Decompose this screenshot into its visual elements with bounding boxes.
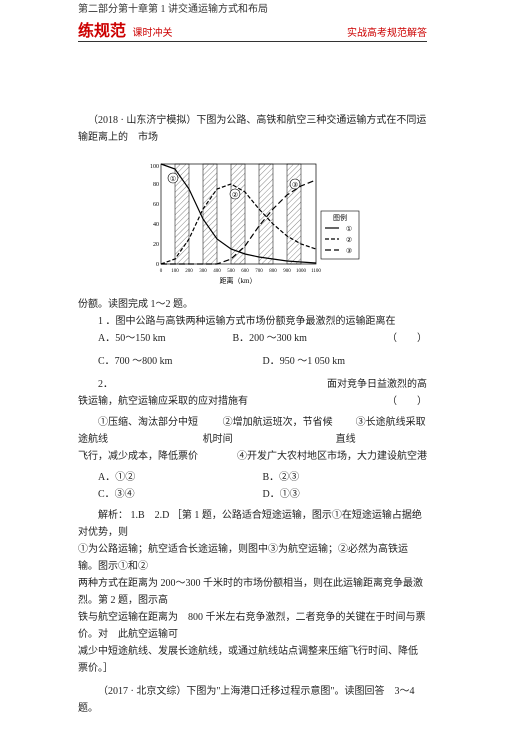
market-share-chart: 0 20 40 60 80 100 0 100 200 300 400 500 … [143, 156, 363, 286]
svg-text:③: ③ [345, 247, 351, 255]
q1-intro: （2018 · 山东济宁模拟）下图为公路、高铁和航空三种交通运输方式在不同运输距… [78, 112, 427, 146]
question-block: （2018 · 山东济宁模拟）下图为公路、高铁和航空三种交通运输方式在不同运输距… [78, 112, 427, 717]
explain-l4: 铁与航空运输在距离为 800 千米左右竞争激烈，二者竞争的关键在于时间与票价。对… [78, 609, 427, 643]
svg-text:60: 60 [153, 202, 159, 208]
svg-text:300: 300 [199, 269, 207, 274]
q2-ans-d: D．①③ [263, 486, 428, 503]
q1-paren: （ ） [367, 330, 427, 347]
svg-text:0: 0 [156, 262, 159, 268]
title-right: 实战高考规范解答 [347, 24, 427, 39]
svg-text:80: 80 [153, 182, 159, 188]
svg-text:③: ③ [291, 181, 297, 189]
svg-text:②: ② [231, 191, 237, 199]
q2-opt3: ③长途航线采取直线 [336, 414, 427, 448]
svg-text:②: ② [345, 236, 351, 244]
svg-text:800: 800 [269, 269, 277, 274]
title-row: 练规范 课时冲关 实战高考规范解答 [78, 17, 427, 42]
svg-text:0: 0 [159, 269, 162, 274]
svg-text:①: ① [345, 225, 351, 233]
svg-text:①: ① [169, 175, 175, 183]
svg-text:600: 600 [241, 269, 249, 274]
after-chart-text: 份额。读图完成 1～2 题。 [78, 296, 427, 313]
q1-opt-c: C．700 ～800 km [98, 353, 263, 370]
q3-intro: （2017 · 北京文综）下图为"上海港口迁移过程示意图"。读图回答 3～4 题… [78, 683, 427, 717]
x-axis-label: 距离（km） [219, 276, 256, 285]
q1-opt-d: D．950 ～1 050 km [263, 353, 428, 370]
svg-text:200: 200 [185, 269, 193, 274]
svg-text:500: 500 [227, 269, 235, 274]
svg-text:1100: 1100 [311, 269, 321, 274]
explanation: 解析： 1.B 2.D ［第 1 题，公路适合短途运输，图示①在短途运输占据绝对… [78, 507, 427, 541]
explain-l2: ①为公路运输；航空适合长途运输，则图中③为航空运输；②必然为高铁运输。图示①和② [78, 541, 427, 575]
q2-fly: 飞行，减少成本，降低票价 [78, 448, 198, 465]
explain-l5: 减少中短途航线、发展长途航线，或通过航线站点调整来压缩飞行时间、降低 票价。］ [78, 643, 427, 677]
q2-num: 2． [78, 376, 113, 393]
q2-line2: 铁运输，航空运输应采取的应对措施有 （ ） [78, 393, 427, 410]
chart-container: 0 20 40 60 80 100 0 100 200 300 400 500 … [78, 156, 427, 286]
q2-ans-a: A．①② [98, 469, 263, 486]
explain-l3: 两种方式在距离为 200～300 千米时的市场份额相当，则在此运输距离竞争最激烈… [78, 575, 427, 609]
svg-text:图例: 图例 [333, 213, 347, 222]
q2-ans-c: C．③④ [98, 486, 263, 503]
q2-opt4: ④开发广大农村地区市场，大力建设航空港 [237, 448, 427, 465]
svg-text:100: 100 [150, 164, 159, 170]
svg-text:1000: 1000 [296, 269, 307, 274]
svg-text:20: 20 [153, 242, 159, 248]
spacer [78, 42, 427, 112]
q2-paren: （ ） [387, 393, 427, 410]
breadcrumb: 第二部分第十章第 1 讲交通运输方式和布局 [78, 0, 427, 15]
q2-ans-b: B．②③ [263, 469, 428, 486]
q2-right: 面对竞争日益激烈的高 [327, 376, 427, 393]
title-sub: 课时冲关 [133, 28, 173, 39]
page-title: 练规范 [78, 23, 126, 40]
svg-text:100: 100 [171, 269, 179, 274]
svg-text:700: 700 [255, 269, 263, 274]
q2-opt1: ①压缩、淘汰部分中短途航线 [78, 414, 203, 448]
svg-text:40: 40 [153, 222, 159, 228]
svg-text:400: 400 [213, 269, 221, 274]
svg-text:900: 900 [283, 269, 291, 274]
q1-opt-a: A．50～150 km [98, 330, 233, 347]
q1-opt-b: B．200 ～300 km [233, 330, 368, 347]
q2-opt2: ②增加航运班次，节省候机时间 [203, 414, 336, 448]
q1-question: 1 ．图中公路与高铁两种运输方式市场份额竞争最激烈的运输距离在 （ ） [78, 313, 427, 330]
